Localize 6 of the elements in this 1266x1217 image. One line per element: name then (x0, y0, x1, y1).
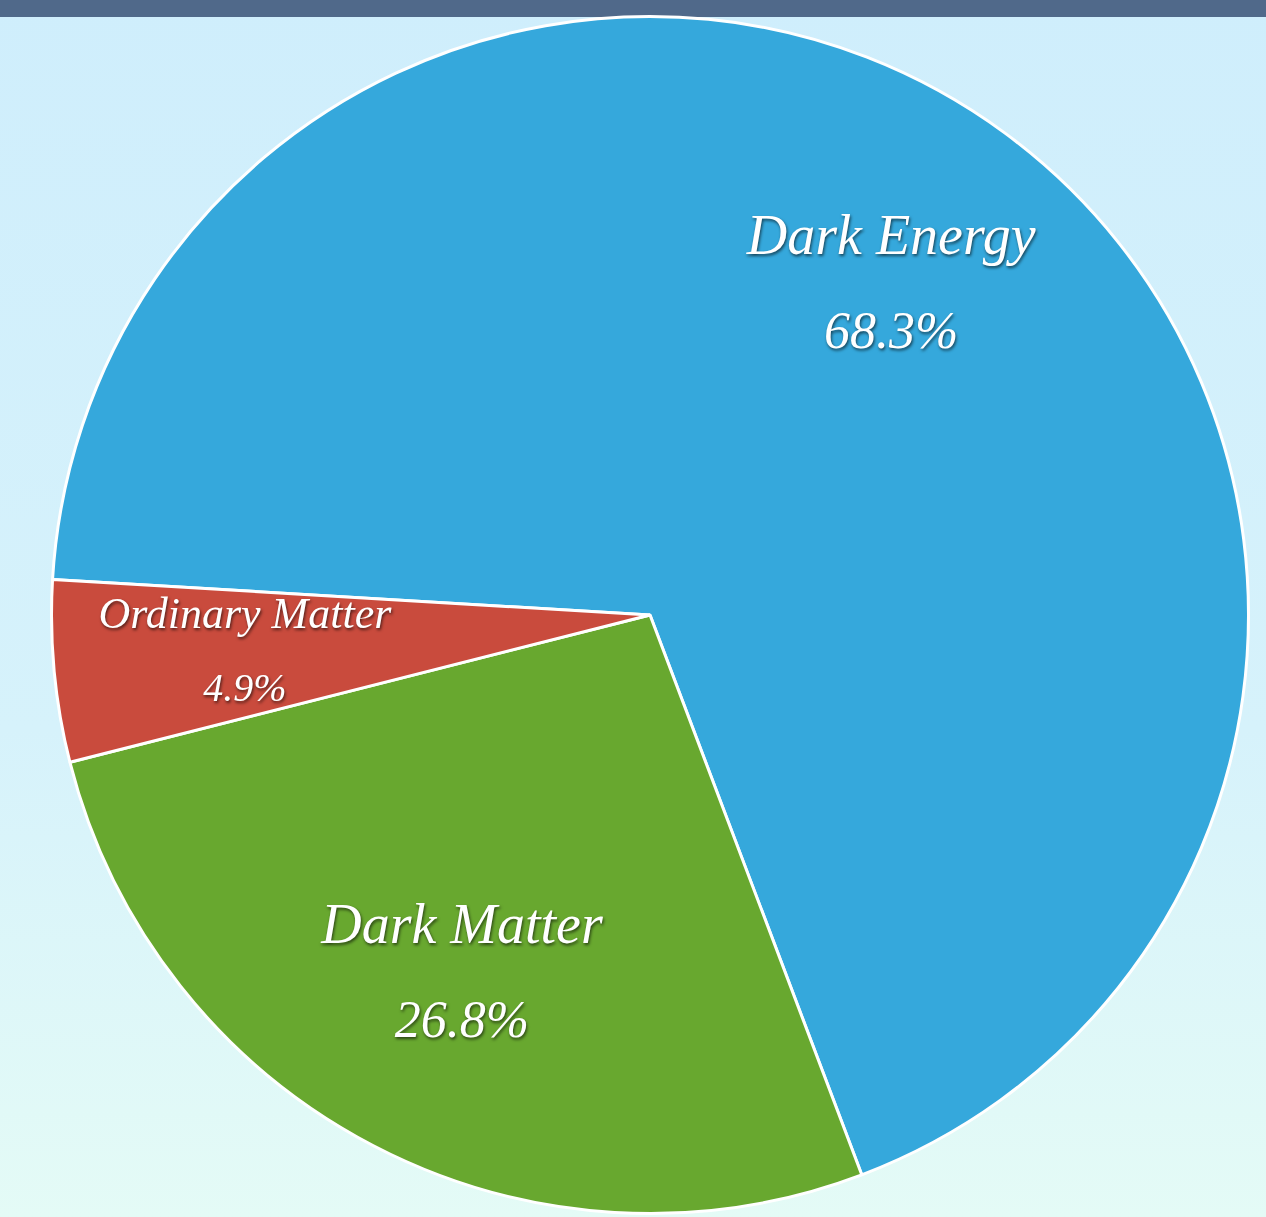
slice-label: Dark Matter (320, 893, 603, 956)
data-label: 4.9% (203, 665, 287, 711)
slice-label: Ordinary Matter (98, 588, 393, 638)
slice-label: Dark Energy (745, 204, 1036, 267)
data-label: 68.3% (824, 302, 959, 360)
data-label: 26.8% (394, 991, 530, 1049)
